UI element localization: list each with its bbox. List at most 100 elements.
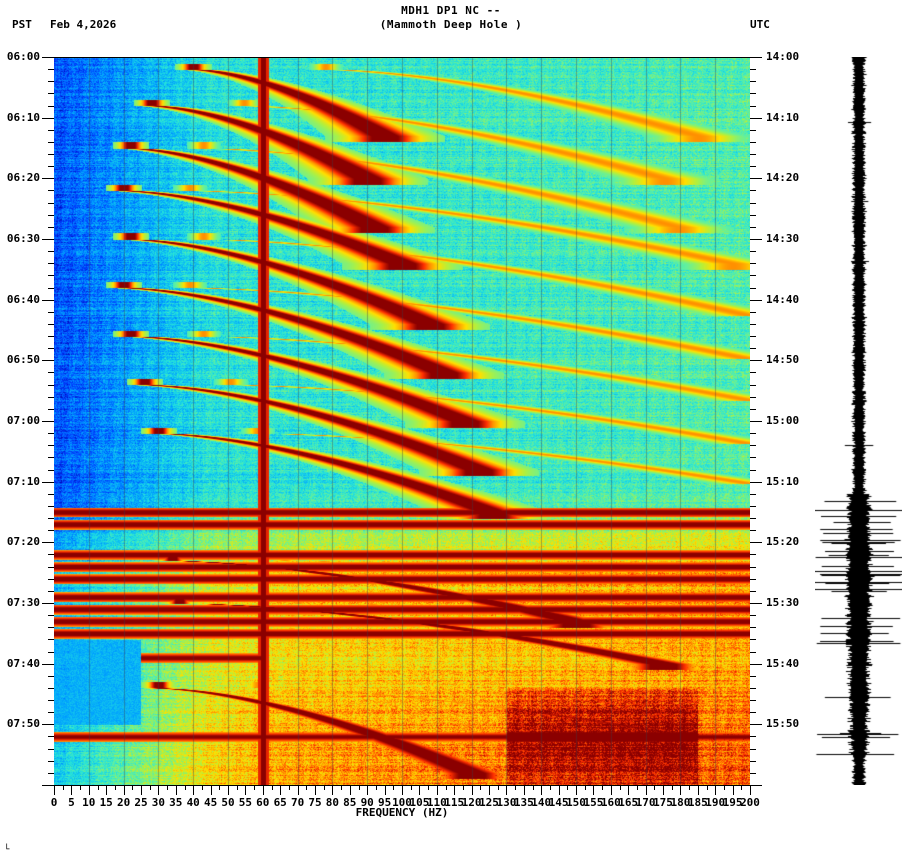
freq-tick <box>715 785 716 795</box>
freq-tick <box>585 785 586 790</box>
freq-tick <box>132 785 133 790</box>
freq-tick <box>71 785 72 795</box>
time-tick-right <box>750 603 762 604</box>
time-tick-left <box>42 360 54 361</box>
time-tick-right <box>750 106 756 107</box>
time-tick-left <box>42 542 54 543</box>
freq-tick <box>106 785 107 795</box>
time-tick-right <box>750 288 756 289</box>
time-label-right-5: 14:50 <box>766 353 800 367</box>
freq-tick <box>211 785 212 795</box>
freq-tick <box>463 785 464 790</box>
time-label-right-6: 15:00 <box>766 414 800 427</box>
time-tick-right <box>750 81 756 82</box>
time-tick-left <box>42 603 54 604</box>
time-tick-right <box>750 591 756 592</box>
time-label-left-10: 07:40 <box>6 656 40 670</box>
freq-tick <box>541 785 542 795</box>
freq-tick <box>402 785 403 795</box>
freq-tick <box>602 785 603 790</box>
freq-tick <box>498 785 499 790</box>
spectrogram-plot[interactable] <box>54 57 750 785</box>
time-tick-right <box>750 470 756 471</box>
time-tick-right <box>750 615 756 616</box>
freq-tick <box>385 785 386 795</box>
time-tick-right <box>750 227 756 228</box>
time-tick-right <box>750 554 756 555</box>
freq-tick <box>707 785 708 790</box>
time-tick-right <box>750 579 756 580</box>
page-title: MDH1 DP1 NC -- <box>401 4 501 17</box>
freq-tick <box>245 785 246 795</box>
freq-tick <box>689 785 690 790</box>
time-tick-right <box>750 676 756 677</box>
freq-tick <box>733 785 734 795</box>
time-tick-right <box>750 421 762 422</box>
freq-tick <box>489 785 490 795</box>
time-tick-right <box>750 324 756 325</box>
time-tick-left <box>42 300 54 301</box>
freq-tick <box>680 785 681 795</box>
time-tick-right <box>750 130 756 131</box>
freq-tick <box>63 785 64 790</box>
freq-tick <box>376 785 377 790</box>
time-tick-right <box>750 336 756 337</box>
time-tick-right <box>750 360 762 361</box>
time-tick-left <box>42 118 54 119</box>
time-tick-left <box>42 785 54 786</box>
time-tick-right <box>750 397 756 398</box>
freq-tick <box>176 785 177 795</box>
time-label-left-8: 07:20 <box>6 535 40 549</box>
freq-tick <box>141 785 142 795</box>
time-label-left-5: 06:50 <box>6 353 40 367</box>
time-label-left-11: 07:50 <box>6 717 40 731</box>
freq-tick <box>628 785 629 795</box>
time-label-right-7: 15:10 <box>766 474 800 488</box>
time-label-right-11: 15:50 <box>766 717 800 731</box>
freq-tick <box>115 785 116 790</box>
freq-tick <box>654 785 655 790</box>
time-tick-right <box>750 724 762 725</box>
time-tick-right <box>750 69 756 70</box>
time-tick-left <box>42 664 54 665</box>
freq-tick <box>506 785 507 795</box>
freq-tick <box>550 785 551 790</box>
time-tick-right <box>750 664 762 665</box>
freq-tick <box>663 785 664 795</box>
freq-tick <box>576 785 577 795</box>
time-tick-right <box>750 518 756 519</box>
time-tick-right <box>750 275 756 276</box>
time-tick-right <box>750 239 762 240</box>
freq-tick <box>306 785 307 790</box>
time-tick-right <box>750 57 762 58</box>
time-tick-right <box>750 93 756 94</box>
freq-tick <box>419 785 420 795</box>
time-tick-right <box>750 385 756 386</box>
freq-tick <box>428 785 429 790</box>
freq-tick <box>446 785 447 790</box>
time-label-right-2: 14:20 <box>766 171 800 185</box>
time-tick-right <box>750 494 756 495</box>
freq-tick <box>237 785 238 790</box>
freq-tick <box>672 785 673 790</box>
time-label-right-4: 14:40 <box>766 292 800 306</box>
left-timezone-label: PST <box>12 18 32 31</box>
time-tick-right <box>750 215 756 216</box>
time-tick-right <box>750 749 756 750</box>
freq-tick <box>593 785 594 795</box>
time-tick-left <box>42 724 54 725</box>
freq-tick <box>533 785 534 790</box>
freq-tick <box>254 785 255 790</box>
freq-tick <box>150 785 151 790</box>
time-tick-left <box>42 421 54 422</box>
freq-tick <box>124 785 125 795</box>
time-tick-right <box>750 372 756 373</box>
freq-tick <box>332 785 333 795</box>
time-tick-right <box>750 445 756 446</box>
time-label-left-0: 06:00 <box>6 50 40 63</box>
time-tick-right <box>750 688 756 689</box>
freq-tick <box>724 785 725 790</box>
freq-tick <box>620 785 621 790</box>
freq-tick <box>185 785 186 790</box>
time-tick-right <box>750 251 756 252</box>
